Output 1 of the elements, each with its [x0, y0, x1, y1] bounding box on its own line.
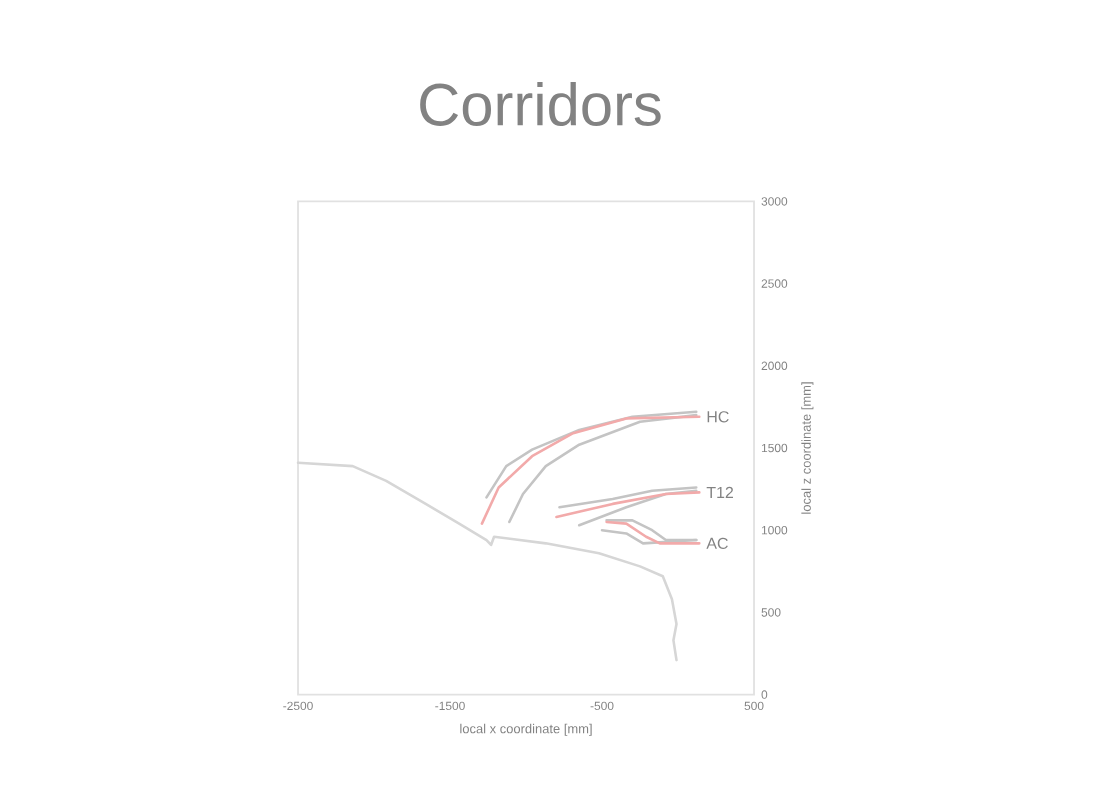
chart-title: Corridors [420, 82, 661, 126]
